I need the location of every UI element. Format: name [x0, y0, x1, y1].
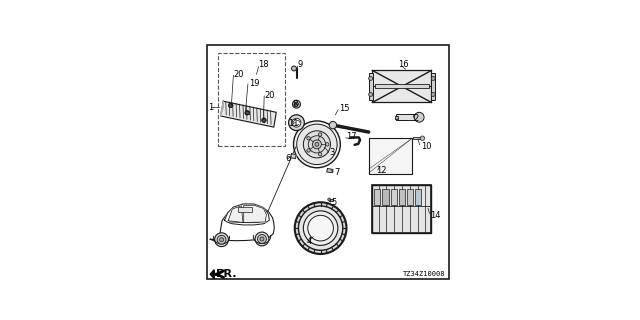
Circle shape	[214, 233, 228, 247]
Polygon shape	[221, 101, 276, 127]
Circle shape	[414, 112, 424, 122]
Circle shape	[289, 115, 305, 131]
Circle shape	[307, 137, 310, 140]
Bar	[394, 116, 398, 119]
Circle shape	[318, 152, 322, 156]
Circle shape	[292, 118, 301, 127]
Text: 12: 12	[376, 166, 387, 175]
Bar	[407, 189, 413, 205]
Text: 11: 11	[289, 119, 299, 128]
Bar	[396, 114, 415, 120]
Bar	[374, 189, 381, 205]
Text: 6: 6	[285, 154, 291, 163]
Circle shape	[420, 136, 424, 140]
Bar	[369, 73, 373, 100]
Text: 8: 8	[292, 100, 298, 109]
Text: 2: 2	[413, 115, 419, 124]
Polygon shape	[221, 101, 223, 116]
Text: 19: 19	[249, 79, 259, 89]
Circle shape	[294, 121, 340, 168]
Circle shape	[297, 124, 337, 164]
Circle shape	[303, 131, 330, 158]
Bar	[383, 189, 388, 205]
Circle shape	[295, 202, 346, 254]
Circle shape	[292, 100, 300, 108]
Bar	[372, 70, 431, 102]
Circle shape	[294, 102, 298, 106]
Text: 10: 10	[420, 141, 431, 151]
Circle shape	[312, 140, 321, 149]
Circle shape	[308, 136, 326, 153]
Circle shape	[303, 211, 338, 245]
Text: 16: 16	[399, 60, 409, 69]
Bar	[415, 189, 421, 205]
Circle shape	[369, 76, 372, 80]
Bar	[372, 185, 431, 233]
Text: FR.: FR.	[216, 269, 236, 279]
Circle shape	[318, 133, 322, 136]
Circle shape	[326, 143, 329, 146]
Text: 15: 15	[339, 104, 349, 113]
Text: TZ34Z10008: TZ34Z10008	[403, 271, 445, 277]
Polygon shape	[228, 206, 243, 222]
Circle shape	[228, 103, 233, 108]
Bar	[399, 189, 405, 205]
Polygon shape	[210, 204, 275, 242]
Polygon shape	[291, 154, 296, 159]
Bar	[245, 111, 249, 114]
Circle shape	[262, 118, 266, 123]
Circle shape	[431, 92, 435, 96]
Text: 18: 18	[259, 60, 269, 69]
Circle shape	[298, 206, 343, 250]
Text: 20: 20	[265, 91, 275, 100]
Text: 1: 1	[209, 103, 214, 112]
Bar	[372, 185, 431, 233]
Circle shape	[220, 238, 223, 242]
Circle shape	[307, 149, 310, 152]
Polygon shape	[244, 205, 266, 222]
Circle shape	[431, 76, 435, 80]
Text: 3: 3	[330, 148, 335, 157]
Text: 5: 5	[331, 198, 336, 207]
Circle shape	[369, 92, 372, 96]
Text: 17: 17	[346, 132, 357, 141]
Bar	[431, 73, 435, 100]
Circle shape	[329, 121, 337, 129]
Bar	[329, 198, 333, 201]
Text: 9: 9	[298, 60, 303, 69]
Text: 4: 4	[307, 237, 312, 246]
Bar	[375, 84, 429, 88]
Text: 14: 14	[430, 211, 441, 220]
Bar	[390, 189, 397, 205]
Circle shape	[230, 104, 232, 107]
Bar	[218, 53, 285, 146]
Bar	[369, 138, 412, 174]
Circle shape	[328, 198, 331, 201]
Circle shape	[262, 119, 265, 121]
Circle shape	[260, 237, 264, 241]
Circle shape	[245, 111, 250, 115]
Bar	[238, 207, 252, 212]
Text: 7: 7	[334, 168, 339, 177]
Bar	[413, 137, 422, 140]
Circle shape	[308, 215, 333, 241]
Circle shape	[257, 235, 266, 244]
Text: 20: 20	[234, 70, 244, 79]
Polygon shape	[327, 169, 333, 173]
Polygon shape	[210, 270, 214, 279]
Circle shape	[217, 235, 226, 244]
Circle shape	[255, 232, 269, 246]
Circle shape	[292, 66, 296, 71]
Circle shape	[315, 142, 319, 146]
Polygon shape	[225, 204, 269, 225]
Circle shape	[246, 112, 248, 114]
